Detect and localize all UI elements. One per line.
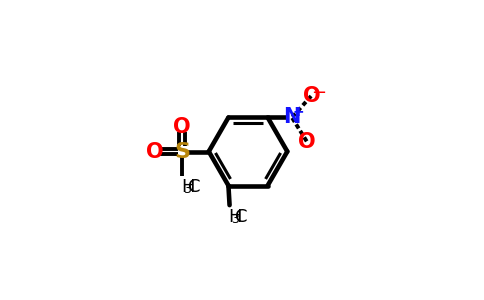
Text: H: H xyxy=(228,208,242,226)
Text: O: O xyxy=(303,85,320,106)
Text: 3: 3 xyxy=(183,183,191,196)
Text: H: H xyxy=(181,178,195,196)
Text: O: O xyxy=(298,132,316,152)
Text: C: C xyxy=(188,178,200,196)
Text: −: − xyxy=(311,84,326,102)
Text: 3: 3 xyxy=(231,212,239,226)
Text: +: + xyxy=(293,105,304,119)
Text: C: C xyxy=(235,208,248,226)
Text: O: O xyxy=(173,117,191,137)
Text: S: S xyxy=(174,142,190,161)
Text: N: N xyxy=(283,107,301,128)
Text: O: O xyxy=(146,142,163,161)
